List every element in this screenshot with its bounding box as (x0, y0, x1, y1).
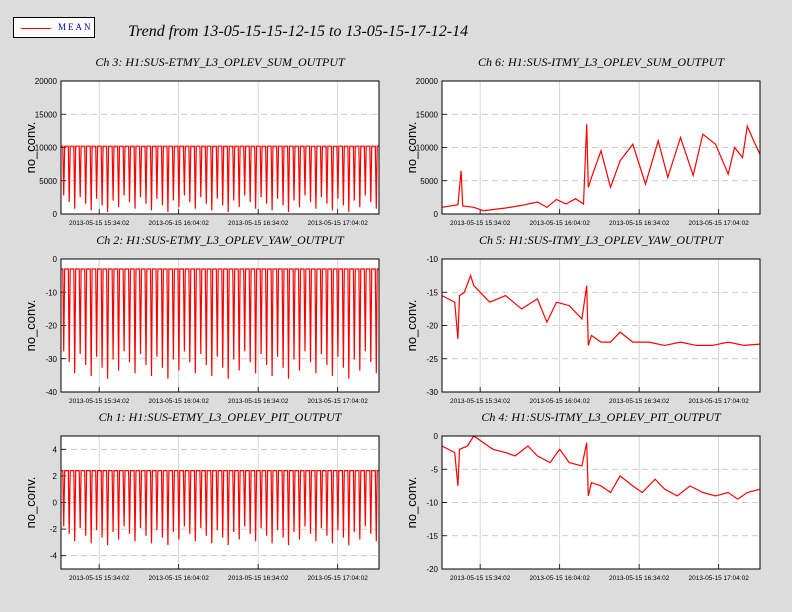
y-tick-label: 15000 (416, 110, 439, 119)
y-tick-label: -20 (426, 565, 438, 574)
y-axis-label: no_conv. (404, 122, 419, 174)
legend-label-mean: MEAN (58, 22, 93, 32)
plot-frame (60, 435, 380, 570)
y-tick-label: 0 (53, 255, 58, 264)
y-tick-label: 0 (53, 499, 58, 508)
x-tick-label: 2013-05-15 15:34:02 (450, 220, 511, 227)
x-tick-label: 2013-05-15 17:04:02 (688, 398, 749, 405)
x-tick-label: 2013-05-15 17:04:02 (688, 220, 749, 227)
x-tick-label: 2013-05-15 16:04:02 (529, 220, 590, 227)
x-tick-label: 2013-05-15 16:34:02 (228, 575, 289, 582)
panel-5: Ch 1: H1:SUS-ETMY_L3_OPLEV_PIT_OUTPUT no_… (23, 410, 380, 582)
x-tick-label: 2013-05-15 16:34:02 (228, 220, 289, 227)
y-tick-label: 20000 (35, 77, 58, 86)
y-tick-label: 0 (434, 432, 439, 441)
series-line-mean (61, 268, 379, 379)
series-line-mean (61, 470, 379, 546)
panel-title: Ch 3: H1:SUS-ETMY_L3_OPLEV_SUM_OUTPUT (95, 55, 346, 69)
y-axis-label: no_conv. (23, 300, 38, 352)
y-tick-label: -25 (426, 355, 438, 364)
plot-frame (441, 258, 761, 393)
series-line-mean (441, 124, 761, 212)
main-title: Trend from 13-05-15-15-12-15 to 13-05-15… (128, 23, 469, 40)
y-tick-label: 15000 (35, 110, 58, 119)
panel-title: Ch 6: H1:SUS-ITMY_L3_OPLEV_SUM_OUTPUT (478, 55, 725, 69)
y-tick-label: -4 (50, 552, 58, 561)
series-line-mean (441, 435, 761, 500)
x-tick-label: 2013-05-15 15:34:02 (69, 398, 130, 405)
series-line-mean (441, 273, 761, 347)
series-line-mean (61, 145, 379, 213)
x-tick-label: 2013-05-15 16:04:02 (148, 220, 209, 227)
y-tick-label: -15 (426, 532, 438, 541)
y-tick-label: 20000 (416, 77, 439, 86)
y-tick-label: 10000 (35, 144, 58, 153)
x-tick-label: 2013-05-15 16:04:02 (529, 398, 590, 405)
y-tick-label: -15 (426, 288, 438, 297)
panel-3: Ch 2: H1:SUS-ETMY_L3_OPLEV_YAW_OUTPUT no_… (23, 233, 380, 405)
y-tick-label: 4 (53, 445, 58, 454)
panel-title: Ch 4: H1:SUS-ITMY_L3_OPLEV_PIT_OUTPUT (481, 410, 722, 424)
x-tick-label: 2013-05-15 15:34:02 (450, 575, 511, 582)
plot-frame (60, 258, 380, 393)
x-tick-label: 2013-05-15 16:34:02 (609, 575, 670, 582)
panel-4: Ch 5: H1:SUS-ITMY_L3_OPLEV_YAW_OUTPUT no_… (404, 233, 761, 405)
x-tick-label: 2013-05-15 15:34:02 (69, 575, 130, 582)
y-tick-label: 10000 (416, 144, 439, 153)
panel-title: Ch 5: H1:SUS-ITMY_L3_OPLEV_YAW_OUTPUT (479, 233, 724, 247)
x-tick-label: 2013-05-15 15:34:02 (69, 220, 130, 227)
plot-frame (441, 435, 761, 570)
y-tick-label: -5 (431, 465, 439, 474)
x-tick-label: 2013-05-15 16:34:02 (609, 220, 670, 227)
panel-1: Ch 3: H1:SUS-ETMY_L3_OPLEV_SUM_OUTPUT no_… (23, 55, 380, 227)
x-tick-label: 2013-05-15 17:04:02 (307, 398, 368, 405)
y-axis-label: no_conv. (23, 122, 38, 174)
y-tick-label: -10 (426, 499, 438, 508)
y-axis-label: no_conv. (23, 477, 38, 529)
y-axis-label: no_conv. (404, 300, 419, 352)
plot-frame (60, 80, 380, 215)
plot-frame (441, 80, 761, 215)
y-tick-label: -30 (45, 355, 57, 364)
legend-swatch-mean (21, 28, 51, 29)
x-tick-label: 2013-05-15 17:04:02 (307, 575, 368, 582)
x-tick-label: 2013-05-15 17:04:02 (307, 220, 368, 227)
x-tick-label: 2013-05-15 16:34:02 (609, 398, 670, 405)
y-tick-label: 0 (434, 210, 439, 219)
y-tick-label: -20 (426, 322, 438, 331)
x-tick-label: 2013-05-15 16:04:02 (148, 575, 209, 582)
legend: MEAN (13, 17, 95, 38)
panel-title: Ch 1: H1:SUS-ETMY_L3_OPLEV_PIT_OUTPUT (99, 410, 343, 424)
x-tick-label: 2013-05-15 17:04:02 (688, 575, 749, 582)
y-tick-label: -20 (45, 322, 57, 331)
y-tick-label: 5000 (420, 177, 438, 186)
x-tick-label: 2013-05-15 16:34:02 (228, 398, 289, 405)
y-tick-label: -40 (45, 388, 57, 397)
panel-6: Ch 4: H1:SUS-ITMY_L3_OPLEV_PIT_OUTPUT no_… (404, 410, 761, 582)
y-axis-label: no_conv. (404, 477, 419, 529)
x-tick-label: 2013-05-15 16:04:02 (148, 398, 209, 405)
x-tick-label: 2013-05-15 16:04:02 (529, 575, 590, 582)
y-tick-label: 2 (53, 472, 58, 481)
y-tick-label: 0 (53, 210, 58, 219)
y-tick-label: 5000 (39, 177, 57, 186)
y-tick-label: -30 (426, 388, 438, 397)
panel-2: Ch 6: H1:SUS-ITMY_L3_OPLEV_SUM_OUTPUT no_… (404, 55, 761, 227)
y-tick-label: -10 (426, 255, 438, 264)
panel-title: Ch 2: H1:SUS-ETMY_L3_OPLEV_YAW_OUTPUT (96, 233, 345, 247)
y-tick-label: -10 (45, 288, 57, 297)
y-tick-label: -2 (50, 525, 58, 534)
x-tick-label: 2013-05-15 15:34:02 (450, 398, 511, 405)
